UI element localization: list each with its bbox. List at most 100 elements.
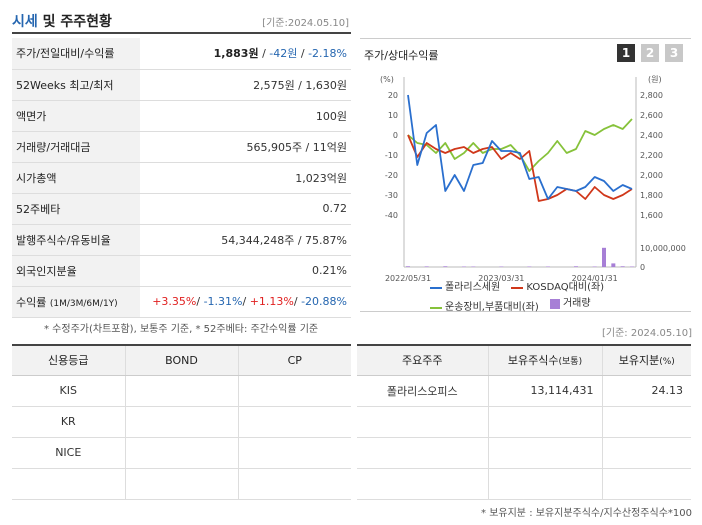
column-header: 보유지분(%) (602, 345, 691, 376)
left-axis-tick: -30 (385, 191, 398, 200)
cp-rating (238, 406, 351, 438)
table-row: 외국인지분율 0.21% (12, 255, 351, 287)
chart-panel: 주가/상대수익률 1 2 3 20 10 0 -10 -20 -30 -40 2,800 2,6… (360, 38, 691, 313)
row-value: 2,575원 / 1,630원 (140, 69, 351, 101)
legend-item-volume: 거래량 (549, 296, 591, 312)
table-row: 폴라리스오피스 13,114,431 24.13 (357, 375, 691, 407)
volume-axis-tick: 0 (640, 263, 645, 272)
bond-rating (125, 468, 239, 500)
base-date: [기준:2024.05.10] (262, 18, 349, 29)
table-row (357, 406, 691, 438)
chart-tab-3[interactable]: 3 (665, 44, 683, 62)
table-row (12, 468, 351, 500)
row-label: 52주베타 (12, 193, 140, 225)
legend-label: 폴라리스세원 (445, 282, 501, 293)
right-axis-unit: (원) (648, 75, 662, 84)
right-axis-tick: 1,600 (640, 211, 663, 220)
table-row (357, 468, 691, 500)
returns-periods: (1M/3M/6M/1Y) (49, 298, 118, 309)
holder-ratio (602, 437, 691, 469)
rating-agency: NICE (12, 437, 126, 469)
sep: / (293, 295, 302, 308)
table-row (357, 437, 691, 469)
row-value: 0.72 (140, 193, 351, 225)
quote-table: 주가/전일대비/수익률 1,883원 / -42원 / -2.18% 52Wee… (12, 38, 351, 318)
row-label: 52Weeks 최고/최저 (12, 69, 140, 101)
returns-values: +3.35%/ -1.31%/ +1.13%/ -20.88% (140, 286, 351, 318)
x-axis-tick: 2023/03/31 (478, 274, 524, 281)
return-1m: +3.35% (152, 295, 197, 308)
holder-shares (488, 437, 603, 469)
column-header: 신용등급 (12, 345, 126, 376)
volume-bar (443, 266, 448, 267)
table-header-row: 주요주주 보유주식수(보통) 보유지분(%) (357, 345, 691, 376)
legend-label: 운송장비,부품대비(좌) (445, 302, 539, 313)
volume-bar (620, 266, 625, 267)
credit-rating-table: 신용등급 BOND CP KIS KR NICE (12, 344, 351, 500)
row-value: 1,023억원 (140, 162, 351, 194)
table-row: 52Weeks 최고/최저 2,575원 / 1,630원 (12, 69, 351, 101)
holder-shares (488, 406, 603, 438)
right-axis-tick: 2,000 (640, 171, 663, 180)
column-header: 주요주주 (357, 345, 489, 376)
row-label: 수익률 (1M/3M/6M/1Y) (12, 286, 140, 318)
row-label: 액면가 (12, 100, 140, 132)
table-row: 거래량/거래대금 565,905주 / 11억원 (12, 131, 351, 163)
x-axis-tick: 2022/05/31 (385, 274, 431, 281)
volume-axis-tick: 10,000,000 (640, 244, 686, 253)
left-axis-tick: -10 (385, 151, 398, 160)
header-label: 보유지분 (618, 354, 660, 368)
holder-name: 폴라리스오피스 (357, 375, 489, 407)
right-axis-tick: 1,800 (640, 191, 663, 200)
table-row: 발행주식수/유동비율 54,344,248주 / 75.87% (12, 224, 351, 256)
table-row: 시가총액 1,023억원 (12, 162, 351, 194)
legend-line-swatch (430, 307, 442, 309)
row-value: 0.21% (140, 255, 351, 287)
volume-bar (406, 266, 410, 267)
sep: / (297, 47, 309, 61)
holder-ratio: 24.13 (602, 375, 691, 407)
table-row: 수익률 (1M/3M/6M/1Y) +3.35%/ -1.31%/ +1.13%… (12, 286, 351, 318)
holder-shares: 13,114,431 (488, 375, 603, 407)
cp-rating (238, 375, 351, 407)
row-value: 100원 (140, 100, 351, 132)
series-line-kosdaq (407, 134, 633, 202)
section-title: 시세 및 주주현황 (12, 11, 112, 31)
title-rest: 및 주주현황 (37, 14, 112, 30)
column-header: 보유주식수(보통) (488, 345, 603, 376)
section-header: 시세 및 주주현황 [기준:2024.05.10] (12, 8, 351, 34)
table-row: 52주베타 0.72 (12, 193, 351, 225)
chart-tabs: 1 2 3 (617, 44, 683, 62)
volume-bar (611, 263, 616, 267)
right-axis-tick: 2,200 (640, 151, 663, 160)
rating-agency: KIS (12, 375, 126, 407)
right-axis-tick: 2,800 (640, 91, 663, 100)
right-axis-tick: 2,400 (640, 131, 663, 140)
header-sub: (보통) (558, 357, 583, 368)
chart-tab-1[interactable]: 1 (617, 44, 635, 62)
header-label: 보유주식수 (507, 354, 559, 368)
table-row: 액면가 100원 (12, 100, 351, 132)
holder-ratio (602, 406, 691, 438)
title-accent: 시세 (12, 14, 38, 30)
legend-line-swatch (511, 287, 524, 289)
legend-line-swatch (430, 287, 442, 289)
sep: / (196, 295, 204, 308)
row-value: 565,905주 / 11억원 (140, 131, 351, 163)
volume-bar (602, 247, 606, 267)
return-6m: +1.13% (249, 295, 294, 308)
return-1y: -20.88% (301, 295, 347, 308)
row-value: 54,344,248주 / 75.87% (140, 224, 351, 256)
volume-bar (574, 266, 578, 267)
chart-tab-2[interactable]: 2 (641, 44, 659, 62)
column-header: CP (238, 345, 351, 376)
chart-title: 주가/상대수익률 (364, 49, 439, 62)
legend-bar-swatch (549, 299, 560, 309)
row-label: 거래량/거래대금 (12, 131, 140, 163)
table-header-row: 신용등급 BOND CP (12, 345, 351, 376)
change: -42원 (269, 47, 298, 61)
holder-name (357, 406, 489, 438)
left-axis-tick: 10 (388, 111, 398, 120)
left-axis-tick: 20 (388, 91, 398, 100)
sep: / (242, 295, 250, 308)
